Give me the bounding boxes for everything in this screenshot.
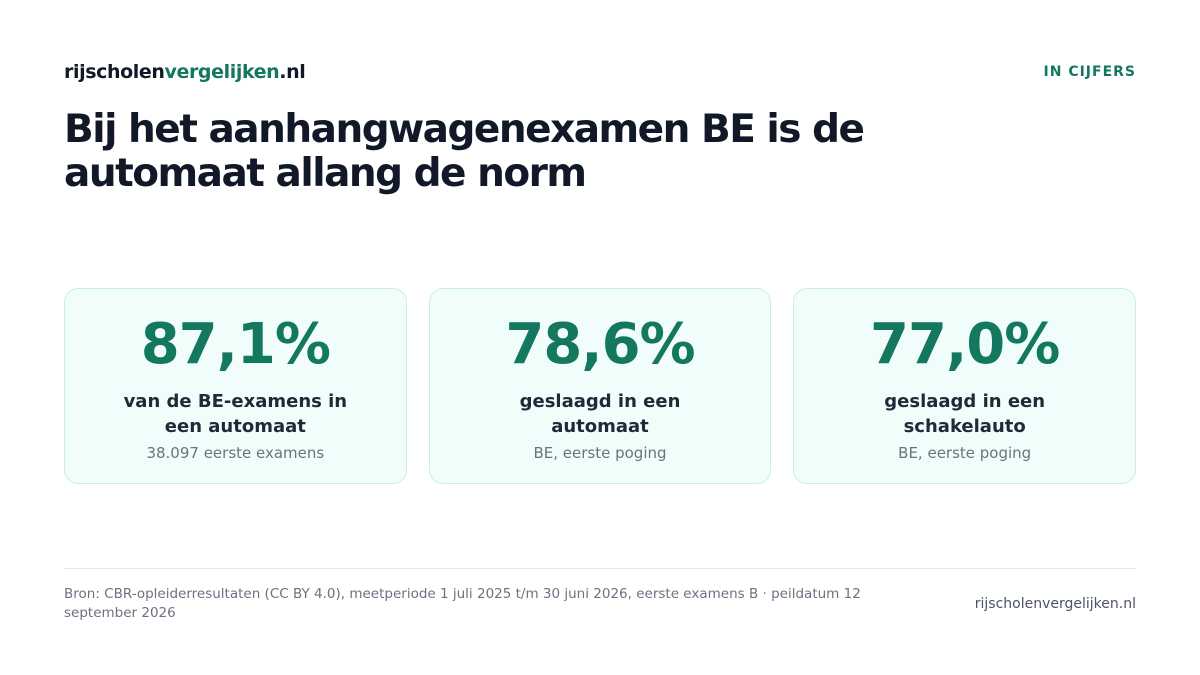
brand-logo[interactable]: rijscholenvergelijken.nl xyxy=(64,61,306,83)
logo-text-part3: .nl xyxy=(279,61,306,83)
stat-label: geslaagd in een automaat xyxy=(519,391,681,437)
stat-value: 78,6% xyxy=(505,312,695,377)
footer-site-link[interactable]: rijscholenvergelijken.nl xyxy=(974,596,1136,612)
stat-value: 77,0% xyxy=(870,312,1060,377)
stat-subtext: BE, eerste poging xyxy=(898,444,1032,462)
header: rijscholenvergelijken.nl IN CIJFERS xyxy=(64,58,1136,86)
stat-subtext: 38.097 eerste examens xyxy=(146,444,325,462)
page-title: Bij het aanhangwagenexamen BE is de auto… xyxy=(64,107,865,196)
logo-text-part1: rijscholen xyxy=(64,61,165,83)
stat-card-pass-rate-automaat: 78,6% geslaagd in een automaat BE, eerst… xyxy=(428,288,772,484)
stat-label: geslaagd in een schakelauto xyxy=(884,391,1046,437)
section-tag: IN CIJFERS xyxy=(1043,64,1136,80)
stat-card-pass-rate-schakelauto: 77,0% geslaagd in een schakelauto BE, ee… xyxy=(793,288,1137,484)
stat-subtext: BE, eerste poging xyxy=(533,444,667,462)
footer: Bron: CBR-opleiderresultaten (CC BY 4.0)… xyxy=(64,585,1136,623)
stat-card-be-automaat-share: 87,1% van de BE-examens in een automaat … xyxy=(64,288,407,484)
stat-value: 87,1% xyxy=(140,312,331,377)
stat-cards: 87,1% van de BE-examens in een automaat … xyxy=(64,288,1137,484)
logo-text-part2: vergelijken xyxy=(164,61,280,83)
stat-label: van de BE-examens in een automaat xyxy=(123,391,348,437)
footer-divider xyxy=(64,568,1136,569)
source-note: Bron: CBR-opleiderresultaten (CC BY 4.0)… xyxy=(64,586,861,621)
